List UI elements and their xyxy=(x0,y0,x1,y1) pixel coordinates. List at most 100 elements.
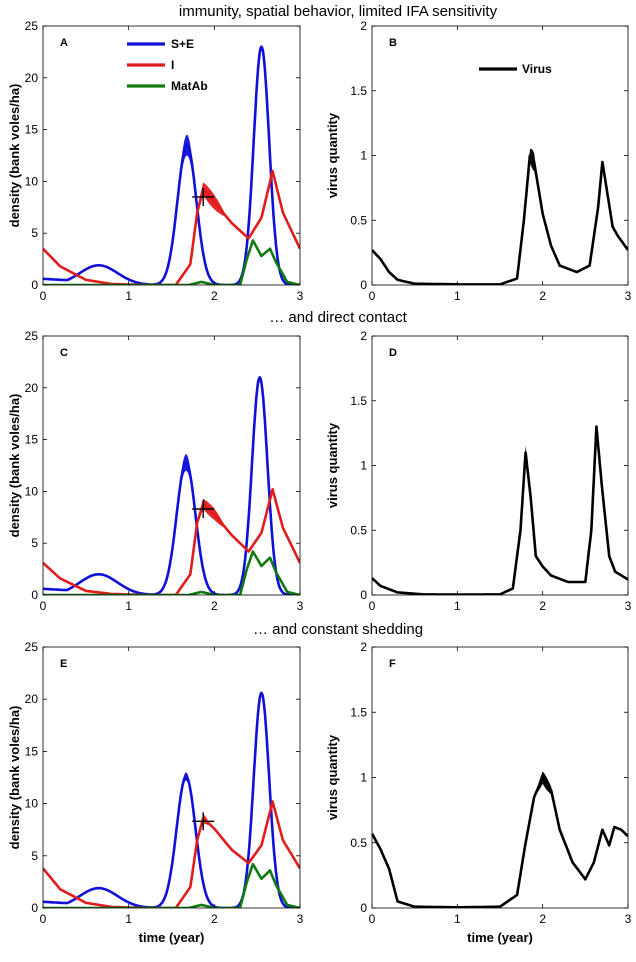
legend: S+E I MatAb xyxy=(127,37,208,93)
x-tick-label: 0 xyxy=(40,289,47,303)
row-title-3: … and constant shedding xyxy=(253,621,423,638)
axes-box xyxy=(42,646,301,909)
plot-area-a xyxy=(43,45,300,285)
x-tick-label: 3 xyxy=(297,289,304,303)
plot-area-d xyxy=(372,425,628,595)
x-tick-label: 3 xyxy=(297,599,304,613)
y-axis-label: virus quantity xyxy=(325,734,340,820)
y-tick-label: 0 xyxy=(31,901,38,915)
y-tick-label: 20 xyxy=(25,71,39,85)
y-tick-label: 25 xyxy=(25,329,39,343)
x-tick-label: 0 xyxy=(40,912,47,926)
y-tick-label: 1 xyxy=(360,459,367,473)
x-tick-label: 1 xyxy=(454,912,461,926)
axes-box xyxy=(42,25,301,286)
plot-area-f xyxy=(372,771,628,908)
x-tick-label: 2 xyxy=(539,912,546,926)
y-axis-label: virus quantity xyxy=(325,422,340,508)
series-line-matab xyxy=(43,862,300,908)
y-tick-label: 25 xyxy=(25,19,39,33)
series-line-se xyxy=(43,45,300,285)
axes-box xyxy=(42,335,301,596)
plot-area-c xyxy=(43,376,300,595)
panel-letter-a: A xyxy=(60,37,68,49)
plot-area-e xyxy=(43,691,300,908)
legend: Virus xyxy=(479,62,552,76)
y-tick-label: 5 xyxy=(31,536,38,550)
legend-label-virus: Virus xyxy=(522,62,552,76)
x-tick-label: 1 xyxy=(125,912,132,926)
y-tick-label: 0.5 xyxy=(350,836,367,850)
band-virus xyxy=(372,426,628,595)
x-tick-label: 3 xyxy=(625,599,632,613)
x-tick-label: 1 xyxy=(125,289,132,303)
y-tick-label: 5 xyxy=(31,849,38,863)
series-line-se xyxy=(43,376,300,595)
series-line-virus xyxy=(372,154,628,285)
panel-letter-e: E xyxy=(60,658,67,670)
y-axis-label: density (bank voles/ha) xyxy=(7,394,22,538)
legend-label-se: S+E xyxy=(171,37,194,51)
y-tick-label: 10 xyxy=(25,484,39,498)
y-tick-label: 1.5 xyxy=(350,84,367,98)
band-virus xyxy=(372,771,628,908)
x-tick-label: 1 xyxy=(454,289,461,303)
y-tick-label: 0 xyxy=(360,901,367,915)
x-tick-label: 0 xyxy=(40,599,47,613)
plot-area-b xyxy=(372,148,628,285)
x-tick-label: 3 xyxy=(625,912,632,926)
row-title-2: … and direct contact xyxy=(269,309,407,326)
panel-letter-d: D xyxy=(389,347,397,359)
y-tick-label: 0.5 xyxy=(350,523,367,537)
series-line-matab xyxy=(43,550,300,595)
x-axis-label: time (year) xyxy=(139,930,205,945)
axes-box xyxy=(371,25,629,286)
y-tick-label: 20 xyxy=(25,692,39,706)
x-tick-label: 3 xyxy=(625,289,632,303)
x-tick-label: 2 xyxy=(539,289,546,303)
x-tick-label: 2 xyxy=(211,289,218,303)
y-tick-label: 10 xyxy=(25,797,39,811)
y-tick-label: 0 xyxy=(31,588,38,602)
series-line-i xyxy=(43,800,300,908)
y-tick-label: 2 xyxy=(360,329,367,343)
x-tick-label: 2 xyxy=(211,599,218,613)
y-tick-label: 2 xyxy=(360,640,367,654)
band-i xyxy=(43,801,300,908)
y-axis-label: density (bank voles/ha) xyxy=(7,706,22,850)
x-tick-label: 0 xyxy=(369,289,376,303)
series-line-virus xyxy=(372,425,628,595)
y-tick-label: 20 xyxy=(25,381,39,395)
x-tick-label: 0 xyxy=(369,599,376,613)
series-line-matab xyxy=(43,239,300,285)
y-tick-label: 15 xyxy=(25,744,39,758)
y-tick-label: 0 xyxy=(360,588,367,602)
x-tick-label: 2 xyxy=(539,599,546,613)
band-i xyxy=(43,171,300,285)
y-tick-label: 15 xyxy=(25,433,39,447)
y-tick-label: 1.5 xyxy=(350,705,367,719)
x-tick-label: 2 xyxy=(211,912,218,926)
series-line-se xyxy=(43,691,300,908)
band-i xyxy=(43,489,300,595)
y-tick-label: 2 xyxy=(360,19,367,33)
y-axis-label: virus quantity xyxy=(325,112,340,198)
panel-letter-b: B xyxy=(389,37,397,49)
y-tick-label: 5 xyxy=(31,226,38,240)
series-line-i xyxy=(43,169,300,285)
x-tick-label: 0 xyxy=(369,912,376,926)
series-line-virus xyxy=(372,776,628,908)
y-tick-label: 1 xyxy=(360,771,367,785)
y-tick-label: 10 xyxy=(25,174,39,188)
panel-letter-f: F xyxy=(389,658,396,670)
y-tick-label: 0.5 xyxy=(350,213,367,227)
